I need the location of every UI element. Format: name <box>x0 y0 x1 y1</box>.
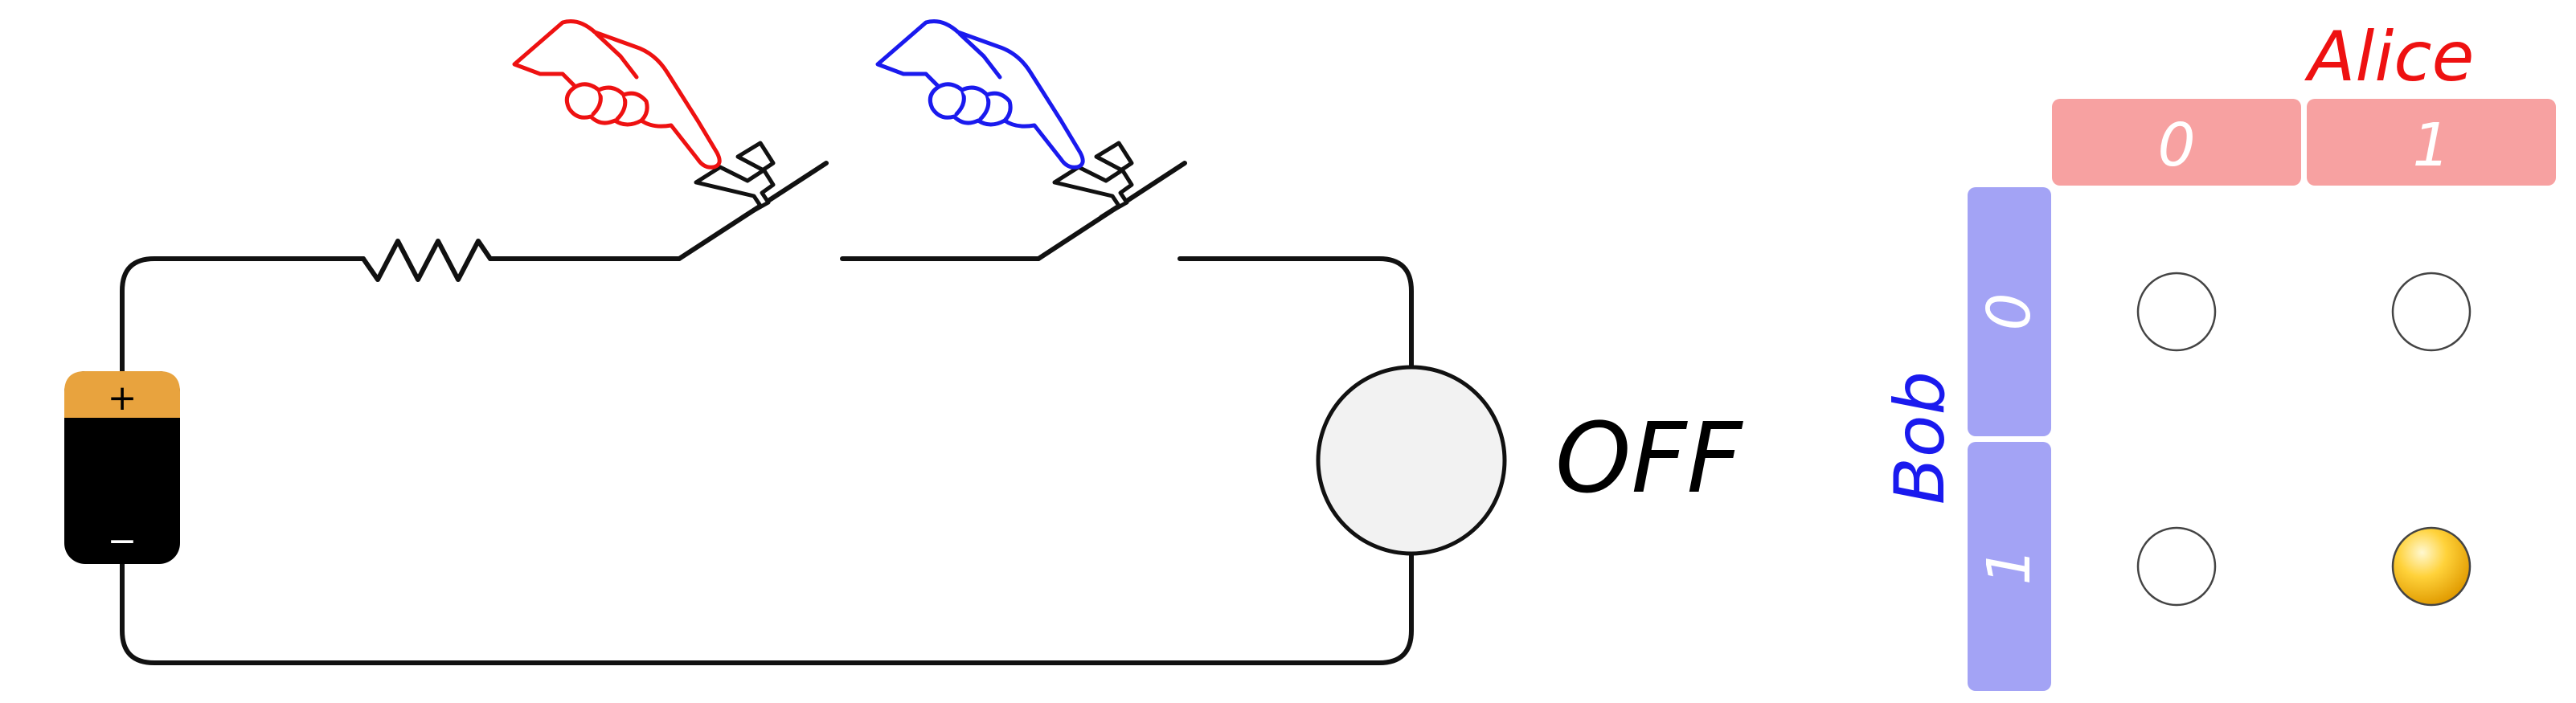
bob-label: Bob <box>1880 371 1960 505</box>
wire-top-right <box>1177 256 1414 368</box>
alice-input-1-header <box>2307 99 2556 186</box>
lamp-bob1-alice1 <box>2391 526 2472 607</box>
battery-positive-label: + <box>108 378 137 419</box>
bulb-status-label: OFF <box>1555 403 1743 515</box>
battery-cap <box>64 371 180 418</box>
lamp-bob1-alice0 <box>2136 526 2217 607</box>
alice-label: Alice <box>2304 17 2475 97</box>
lamp-bob0-alice1 <box>2391 272 2472 352</box>
bob-header: 0 1 <box>1968 187 2051 691</box>
wire-right-down <box>120 552 1414 665</box>
battery-body <box>64 371 180 564</box>
alice-hand-icon <box>512 19 722 170</box>
switch-1-button[interactable] <box>694 141 776 219</box>
lamp-bob0-alice0 <box>2136 272 2217 352</box>
bob-input-0-header <box>1968 187 2051 436</box>
bob-input-1-header <box>1968 442 2051 691</box>
alice-input-1-label: 1 <box>2412 111 2450 180</box>
wire-top-left <box>120 256 366 380</box>
bob-hand-icon <box>875 19 1085 170</box>
resistor <box>361 239 493 282</box>
circuit-wires <box>120 161 1414 665</box>
switch-2-button[interactable] <box>1052 141 1134 219</box>
bob-input-1-label: 1 <box>1975 547 2044 585</box>
battery: + − <box>64 371 180 564</box>
bob-input-0-label: 0 <box>1975 292 2044 330</box>
light-bulb <box>1316 365 1507 556</box>
battery-negative-label: − <box>108 521 137 562</box>
alice-input-0-label: 0 <box>2157 111 2195 180</box>
alice-input-0-header <box>2052 99 2301 186</box>
truth-table-lamps <box>2136 272 2472 607</box>
alice-header: 0 1 <box>2052 99 2556 186</box>
